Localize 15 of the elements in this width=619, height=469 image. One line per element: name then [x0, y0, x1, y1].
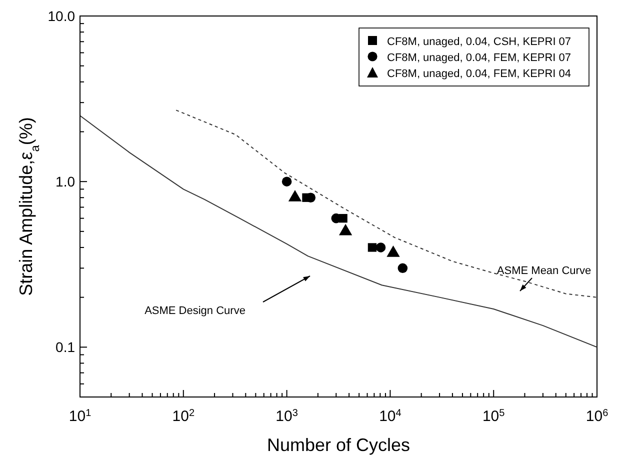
- x-tick-label: 10$^{1}$: [68, 408, 92, 425]
- legend-label: CF8M, unaged, 0.04, FEM, KEPRI 07: [387, 52, 572, 64]
- x-tick-label: 10$^{4}$: [379, 408, 402, 425]
- y-tick-label: 10.0: [48, 8, 76, 24]
- y-tick-label: 0.1: [56, 339, 76, 356]
- x-tick-label: 10$^{6}$: [586, 408, 609, 425]
- legend-label: CF8M, unaged, 0.04, CSH, KEPRI 07: [387, 36, 572, 48]
- x-axis-title: Number of Cycles: [266, 435, 410, 455]
- annotation: ASME Mean Curve: [496, 265, 592, 277]
- x-tick-label: 10$^{2}$: [172, 408, 195, 425]
- x-tick-label: 10$^{5}$: [482, 408, 506, 425]
- x-tick-label: 10$^{3}$: [276, 408, 298, 425]
- annotation: ASME Design Curve: [144, 305, 246, 317]
- legend-label: CF8M, unaged, 0.04, FEM, KEPRI 04: [387, 68, 572, 80]
- y-tick-label: 1.0: [56, 174, 76, 190]
